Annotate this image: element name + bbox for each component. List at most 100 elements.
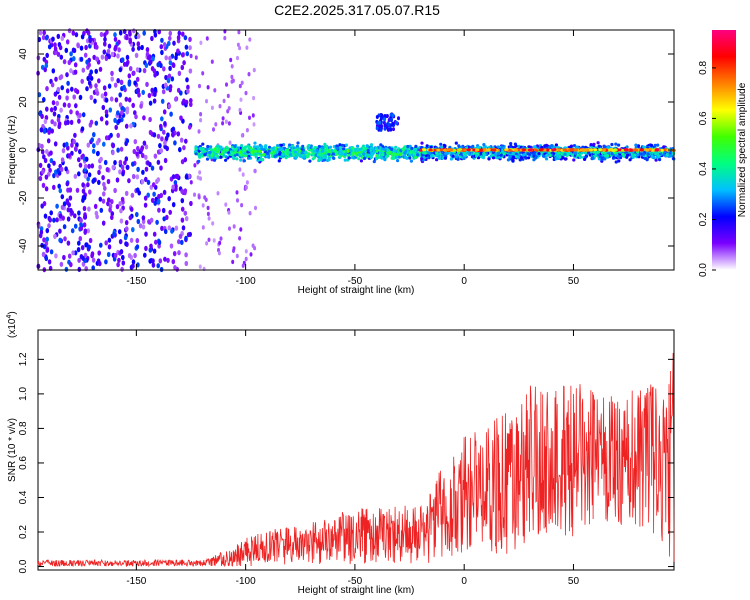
spectrogram-cell (496, 156, 500, 160)
spectrogram-cell (212, 238, 216, 243)
spectrogram-cell (87, 172, 92, 178)
spectrogram-cell (662, 145, 666, 149)
spectrogram-cell (143, 202, 148, 208)
spectrogram-cell (262, 148, 266, 152)
spectrogram-cell (223, 35, 227, 41)
spectrogram-cell (162, 42, 167, 48)
spectrogram-cell (324, 155, 328, 159)
snr-x-tick-label: 0 (461, 576, 467, 587)
spectrogram-cell (608, 148, 614, 151)
spectrogram-cell (183, 190, 187, 196)
spectrogram-cell (106, 178, 111, 185)
spectrogram-cell (668, 154, 672, 158)
spectrogram-cell (253, 168, 257, 174)
spectrogram-cell (77, 118, 81, 124)
spectrogram-cell (646, 152, 650, 156)
spectrogram-cell (159, 44, 164, 50)
spectrogram-cell (174, 183, 178, 189)
spectrogram-cell (184, 252, 188, 258)
spectrogram-cell (53, 105, 57, 111)
spectrogram-cell (158, 143, 162, 149)
spectrogram-cell (129, 123, 133, 129)
spectrogram-cell (201, 142, 205, 146)
spectrogram-cell (180, 239, 184, 245)
spectrogram-cell (50, 82, 55, 88)
spectrogram-cell (162, 66, 166, 72)
spectrogram-cell (68, 195, 73, 201)
spectrogram-cell (117, 229, 122, 235)
spectrogram-cell (543, 144, 547, 148)
spectrogram-cell (148, 100, 153, 106)
spectrogram-cell (322, 158, 327, 162)
spectrogram-cell (189, 200, 193, 207)
spectrogram-cell (457, 148, 463, 151)
spectrogram-cell (171, 184, 175, 190)
spectrogram-cell (291, 148, 295, 152)
spectrogram-cell (416, 153, 420, 157)
spectrogram-cell (614, 160, 618, 164)
spectrogram-cell (205, 157, 210, 161)
spectrogram-cell (75, 110, 79, 116)
spectrogram-cell (514, 155, 518, 159)
spectrogram-cell (151, 262, 156, 268)
spectrogram-cell (45, 236, 49, 242)
spectrogram-cell (267, 155, 271, 159)
spectrogram-cell (527, 156, 531, 160)
spectrogram-cell (66, 80, 70, 86)
spectrogram-cell (565, 152, 569, 156)
spectrogram-cell (282, 146, 286, 150)
spectrogram-cell (142, 115, 146, 121)
spectrogram-cell (243, 149, 247, 153)
spectrogram-cell (504, 148, 509, 151)
spectrogram-cell (403, 155, 408, 159)
spectrogram-cell (197, 129, 201, 134)
spectrogram-cell (120, 196, 125, 202)
spectrogram-cell (59, 166, 64, 172)
spectrogram-cell (276, 148, 281, 152)
spectrogram-cell (214, 122, 218, 127)
spectrogram-cell (198, 170, 202, 175)
spectrogram-cell (119, 79, 124, 85)
spectrogram-cell (375, 115, 379, 119)
snr-panel: -150 -100 -50 0 50 0.0 0.2 0.4 0.6 0.8 1.0 1.2 Hei… (6, 311, 675, 596)
spectrogram-cell (153, 86, 158, 93)
spectrogram-cell (440, 153, 444, 158)
spectrogram-cell (359, 159, 363, 163)
spectrogram-cell (312, 149, 316, 153)
spectrogram-cell (443, 156, 447, 160)
spectrogram-cell (171, 174, 176, 180)
spectrogram-cell (100, 54, 105, 60)
spectrogram-cell (99, 242, 103, 248)
spectrogram-cell (375, 156, 379, 161)
spectrogram-cell (235, 153, 239, 157)
spectrogram-cell (81, 112, 86, 118)
spectrogram-cell (296, 141, 300, 145)
spectrogram-cell (393, 149, 397, 153)
spectrogram-cell (61, 148, 66, 154)
spectrogram-cell (247, 148, 251, 152)
spectrogram-cell (102, 141, 106, 147)
spectrogram-cell (252, 67, 256, 73)
spectrogram-cell (176, 131, 181, 137)
spectrogram-cell (357, 153, 361, 157)
snr-y-tick-label: 1.2 (18, 352, 29, 366)
spectrogram-cell (591, 156, 595, 160)
spectrogram-cell (148, 258, 152, 264)
spectrogram-cell (244, 185, 248, 190)
spectrogram-cell (140, 145, 145, 151)
spectrogram-cell (601, 151, 605, 155)
spectrogram-cell (53, 46, 58, 52)
spectrogram-cell (410, 146, 414, 150)
spectrogram-cell (44, 63, 49, 69)
spectrogram-cell (176, 48, 180, 54)
spectrogram-cell (127, 97, 132, 103)
spectrogram-cell (144, 176, 148, 182)
spectrogram-cell (372, 150, 376, 154)
spectrogram-cell (41, 34, 46, 41)
spectrogram-cell (159, 123, 163, 129)
spectrogram-cell (184, 235, 188, 241)
spectrogram-cell (254, 205, 257, 211)
spectrogram-y-tick-label: 40 (18, 48, 29, 60)
spectrogram-cell (144, 154, 148, 160)
spectrogram-cell (445, 151, 449, 155)
